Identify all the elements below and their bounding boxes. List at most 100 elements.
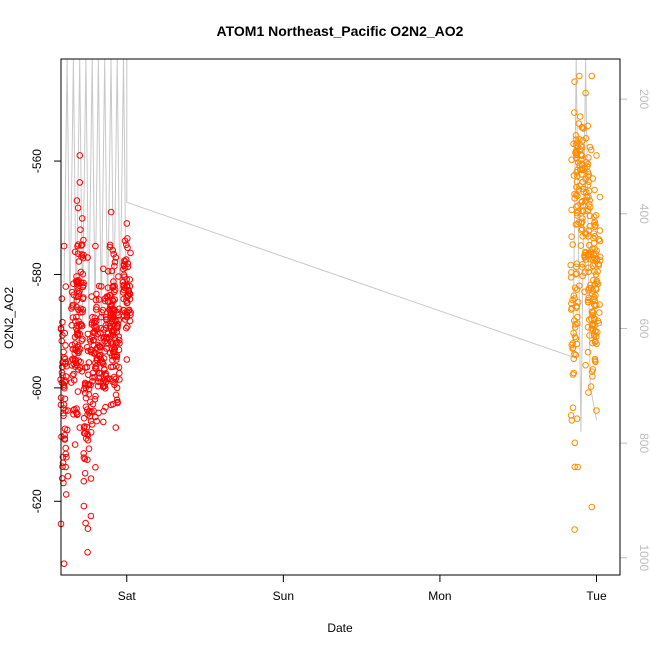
data-point-series-1 [58, 379, 66, 387]
data-point-series-1 [60, 560, 68, 568]
data-point-series-1 [79, 254, 87, 262]
data-point-series-2 [576, 72, 583, 80]
data-point-series-2 [570, 172, 578, 179]
data-point-series-1 [113, 362, 120, 370]
data-point-series-1 [125, 287, 132, 295]
data-point-series-1 [78, 215, 86, 222]
data-point-series-2 [588, 72, 596, 80]
data-point-series-1 [62, 444, 69, 452]
data-point-series-1 [83, 344, 91, 351]
data-point-series-1 [110, 297, 117, 305]
data-point-series-2 [568, 417, 576, 424]
y2-tick-label: 200 [637, 89, 650, 109]
data-point-series-2 [574, 172, 581, 180]
data-point-series-1 [98, 313, 105, 321]
data-point-series-2 [592, 212, 600, 219]
data-point-series-1 [75, 258, 83, 265]
data-point-series-1 [81, 423, 88, 430]
data-point-series-1 [126, 306, 133, 314]
data-point-series-1 [120, 262, 128, 270]
data-point-series-1 [123, 220, 131, 227]
data-point-series-2 [578, 166, 586, 174]
data-point-series-1 [78, 279, 85, 287]
data-point-series-1 [124, 244, 131, 251]
data-point-series-1 [109, 282, 117, 290]
data-point-series-1 [120, 265, 127, 273]
data-point-series-1 [62, 283, 70, 290]
data-point-series-1 [79, 270, 87, 278]
data-point-series-1 [112, 391, 120, 399]
data-point-series-2 [585, 154, 592, 161]
data-point-series-2 [576, 136, 583, 143]
data-point-series-1 [93, 290, 100, 298]
data-point-series-2 [572, 132, 580, 139]
data-point-series-1 [105, 320, 112, 327]
data-point-series-2 [580, 188, 587, 196]
data-point-series-1 [126, 317, 134, 325]
data-point-series-1 [74, 204, 82, 212]
data-point-series-2 [568, 233, 575, 240]
data-point-series-1 [75, 318, 82, 325]
data-point-series-1 [124, 292, 132, 300]
data-point-series-2 [589, 326, 597, 334]
data-point-series-2 [590, 293, 598, 301]
x-tick-label: Sat [118, 589, 137, 603]
data-point-series-2 [573, 154, 580, 162]
data-point-series-1 [69, 355, 76, 363]
data-point-series-2 [593, 152, 600, 159]
data-point-series-1 [123, 299, 131, 307]
data-point-series-1 [68, 362, 76, 369]
data-point-series-1 [68, 322, 75, 329]
data-point-series-2 [581, 288, 588, 296]
data-point-series-2 [596, 227, 604, 234]
data-point-series-1 [78, 368, 86, 375]
data-point-series-1 [58, 363, 66, 371]
data-point-series-2 [571, 295, 578, 302]
data-point-series-1 [87, 429, 95, 436]
data-point-series-1 [84, 456, 91, 464]
data-point-series-1 [120, 312, 128, 320]
data-point-series-1 [70, 406, 77, 414]
data-point-series-2 [590, 257, 597, 264]
data-point-series-1 [70, 360, 77, 368]
y-tick-label: -560 [30, 149, 44, 173]
data-point-series-2 [579, 215, 586, 222]
data-point-series-1 [84, 549, 91, 556]
pressure-line [126, 58, 597, 432]
data-point-series-2 [573, 209, 581, 217]
data-point-series-1 [110, 348, 118, 356]
data-point-series-1 [124, 323, 131, 330]
data-point-series-1 [74, 278, 82, 286]
data-point-series-1 [71, 350, 78, 357]
data-point-series-1 [104, 339, 112, 347]
data-point-series-2 [567, 412, 575, 419]
data-point-series-1 [123, 356, 131, 363]
data-point-series-1 [116, 376, 123, 383]
data-point-series-2 [581, 269, 589, 277]
data-point-series-2 [571, 324, 579, 331]
data-point-series-1 [116, 369, 123, 377]
data-points-layer [57, 72, 604, 568]
data-point-series-2 [571, 526, 578, 533]
data-point-series-1 [112, 424, 120, 431]
data-point-series-2 [582, 89, 589, 97]
data-point-series-1 [100, 334, 107, 342]
data-point-series-2 [568, 269, 575, 276]
data-point-series-1 [92, 242, 99, 250]
data-point-series-2 [591, 186, 598, 194]
data-point-series-1 [75, 357, 82, 365]
data-point-series-1 [92, 413, 99, 421]
data-point-series-1 [110, 352, 118, 360]
data-point-series-1 [72, 345, 80, 352]
data-point-series-1 [99, 383, 107, 391]
plot-frame [60, 58, 621, 576]
data-point-series-1 [80, 385, 88, 393]
data-point-series-1 [83, 406, 91, 413]
y2-tick-label: 800 [637, 433, 650, 453]
data-point-series-1 [110, 250, 117, 258]
data-point-series-1 [64, 426, 71, 434]
data-point-series-2 [587, 383, 595, 390]
data-point-series-1 [97, 325, 105, 332]
data-point-series-1 [74, 330, 81, 338]
data-point-series-2 [571, 333, 579, 341]
